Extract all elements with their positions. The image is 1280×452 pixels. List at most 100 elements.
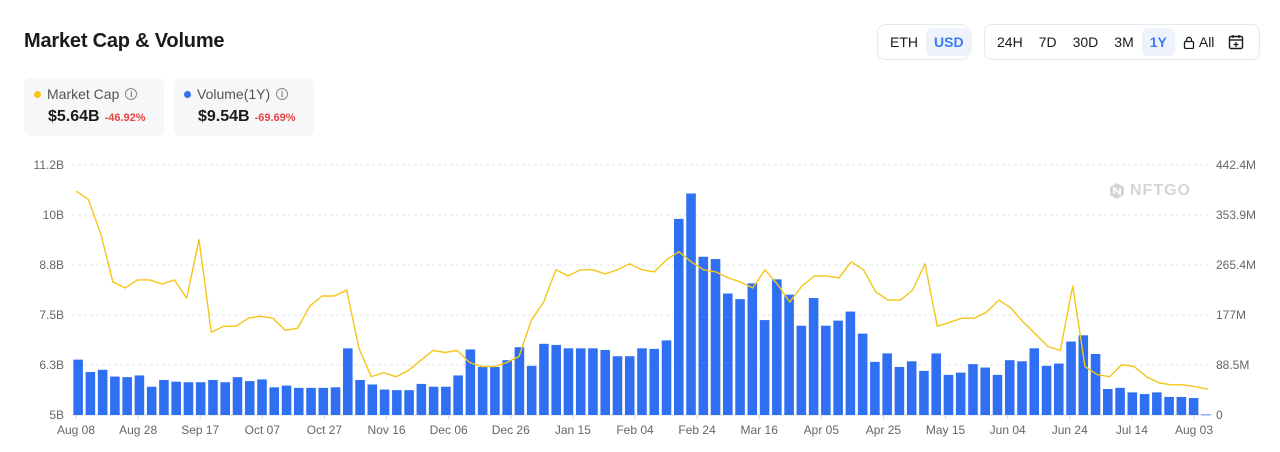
volume-bar (698, 256, 709, 415)
page-title: Market Cap & Volume (24, 30, 225, 52)
volume-bar (808, 298, 819, 415)
nftgo-logo-icon (1110, 183, 1124, 199)
range-1y-button[interactable]: 1Y (1141, 28, 1175, 56)
volume-bar (257, 379, 267, 415)
volume-bar (772, 279, 782, 415)
volume-bar (355, 379, 365, 415)
volume-bar (673, 218, 684, 415)
x-tick-label: Dec 06 (430, 423, 468, 437)
volume-bar (894, 366, 905, 415)
lock-icon (1183, 36, 1195, 49)
volume-bar (306, 387, 316, 415)
calendar-button[interactable] (1222, 28, 1250, 56)
volume-bar (318, 387, 329, 415)
range-toggle: 24H 7D 30D 3M 1Y All (984, 24, 1260, 60)
watermark: NFTGO (1108, 182, 1191, 200)
x-tick-label: Apr 05 (804, 423, 840, 437)
volume-bar (906, 361, 917, 415)
volume-bar (110, 376, 120, 415)
volume-bar (208, 379, 218, 415)
x-tick-label: Oct 07 (245, 423, 281, 437)
range-7d-button[interactable]: 7D (1038, 34, 1057, 50)
volume-bar (159, 379, 169, 415)
x-tick-label: Jun 24 (1052, 423, 1088, 437)
x-axis: Aug 08 Aug 28 Sep 17 Oct 07 Oct 27 Nov 16 Dec … (57, 415, 1213, 437)
volume-dot (184, 90, 191, 98)
market-cap-line (75, 190, 1209, 390)
volume-bar (551, 344, 561, 415)
volume-change: -69.69% (254, 112, 296, 124)
volume-bar (526, 365, 537, 415)
info-icon[interactable]: i (276, 88, 289, 100)
volume-bar (490, 366, 500, 415)
volume-bar (477, 366, 488, 415)
volume-bar (220, 382, 231, 415)
y-axis-left: 5B 6.3B 7.5B 8.8B 10B 11.2B (34, 158, 64, 422)
x-tick-label: May 15 (926, 423, 966, 437)
volume-bar (416, 383, 427, 415)
x-tick-label: Nov 16 (368, 423, 406, 437)
volume-bar (661, 340, 672, 415)
volume-bar (784, 294, 794, 415)
currency-eth-button[interactable]: ETH (890, 34, 918, 50)
volume-bar (1078, 335, 1089, 415)
volume-bar (441, 386, 451, 415)
y-left-tick-label: 6.3B (39, 358, 64, 372)
volume-bar (183, 382, 194, 415)
volume-bar (514, 347, 525, 415)
volume-bar (637, 348, 647, 415)
volume-value: $9.54B (198, 108, 250, 125)
range-30d-button[interactable]: 30D (1072, 34, 1099, 50)
currency-usd-button[interactable]: USD (926, 28, 972, 56)
volume-bar (343, 348, 353, 415)
y-left-tick-label: 7.5B (39, 308, 64, 322)
y-left-tick-label: 5B (49, 408, 64, 422)
volume-bar (502, 360, 512, 415)
volume-bar (1053, 363, 1064, 415)
legend-card-volume[interactable]: Volume(1Y) i $9.54B -69.69% (174, 78, 314, 136)
volume-bar (379, 389, 390, 415)
x-tick-label: Jul 14 (1116, 423, 1148, 437)
y-right-tick-label: 353.9M (1216, 208, 1256, 222)
x-tick-label: Dec 26 (492, 423, 530, 437)
range-all-label: All (1198, 34, 1215, 50)
volume-bars (73, 193, 1211, 416)
y-right-tick-label: 265.4M (1216, 258, 1256, 272)
volume-bar (453, 375, 463, 415)
range-all-button[interactable]: All (1175, 28, 1223, 56)
volume-bar (624, 356, 635, 415)
volume-bar (943, 374, 954, 415)
volume-bar (1004, 360, 1015, 415)
volume-bar (968, 364, 978, 415)
x-tick-label: Apr 25 (866, 423, 902, 437)
x-tick-label: Feb 04 (616, 423, 654, 437)
volume-bar (980, 367, 991, 415)
volume-bar (686, 193, 696, 415)
volume-bar (330, 387, 341, 415)
volume-bar (122, 377, 132, 415)
volume-bar (821, 325, 831, 415)
volume-bar (293, 387, 304, 415)
volume-bar (919, 370, 929, 415)
range-24h-button[interactable]: 24H (997, 34, 1023, 50)
volume-bar (134, 375, 145, 415)
x-tick-label: Aug 08 (57, 423, 95, 437)
volume-bar (85, 372, 96, 415)
volume-bar (955, 372, 966, 415)
volume-bar (428, 386, 439, 415)
legend-card-market-cap[interactable]: Market Cap i $5.64B -46.92% (24, 78, 164, 136)
range-3m-button[interactable]: 3M (1114, 34, 1134, 50)
volume-bar (759, 320, 770, 415)
volume-bar (735, 299, 745, 415)
volume-bar (269, 387, 280, 415)
volume-bar (649, 348, 660, 415)
volume-bar (1103, 389, 1113, 415)
market-cap-label: Market Cap (47, 86, 120, 102)
volume-bar (97, 369, 108, 415)
info-icon[interactable]: i (125, 88, 138, 100)
volume-bar (575, 348, 586, 415)
y-left-tick-label: 10B (43, 208, 64, 222)
y-left-tick-label: 11.2B (34, 158, 64, 172)
volume-bar (1152, 392, 1162, 415)
